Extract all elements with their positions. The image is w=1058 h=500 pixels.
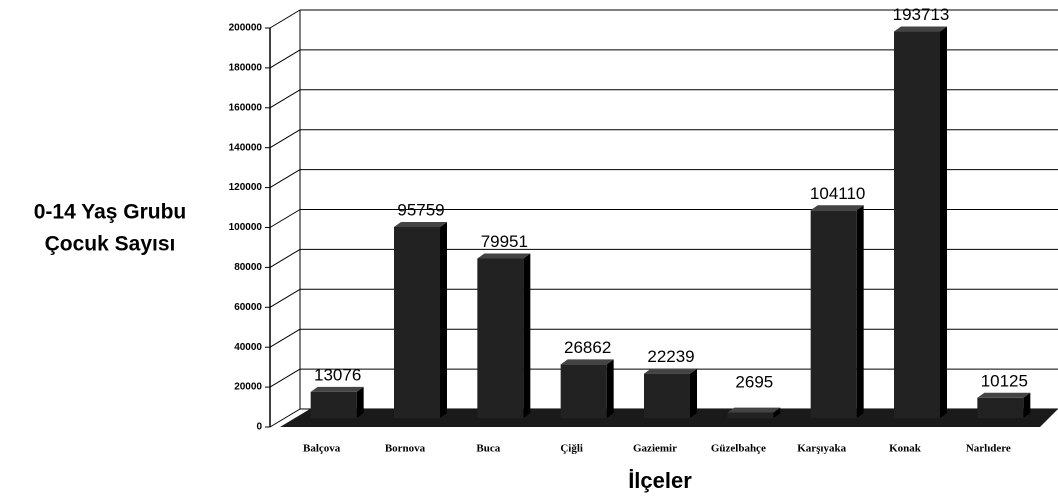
bar-top — [894, 26, 947, 32]
y-axis-label: Çocuk Sayısı — [45, 233, 176, 256]
data-label: 79951 — [481, 232, 528, 251]
grid-line — [269, 9, 301, 29]
bar-top — [644, 368, 697, 374]
y-tick-label: 160000 — [229, 102, 263, 113]
bar-side — [773, 407, 781, 418]
grid-line — [269, 368, 301, 388]
data-label: 10125 — [981, 371, 1028, 390]
bar — [394, 226, 440, 418]
x-tick-label: Gaziemir — [633, 443, 677, 455]
bar-side — [1023, 392, 1031, 418]
y-tick-label: 140000 — [229, 142, 263, 153]
data-label: 26862 — [564, 338, 611, 357]
y-tick-label: 180000 — [229, 63, 263, 74]
y-tick-label: 80000 — [234, 262, 262, 273]
grid-line — [269, 209, 301, 228]
y-axis-label: 0-14 Yaş Grubu — [34, 201, 187, 224]
x-tick-label: Konak — [889, 443, 922, 455]
bar — [977, 397, 1024, 418]
bar — [644, 373, 690, 418]
grid-line — [269, 328, 301, 348]
bar — [477, 258, 524, 418]
y-tick-label: 60000 — [234, 302, 262, 313]
bar-side — [440, 221, 447, 418]
grid-line — [269, 248, 301, 268]
bar-top — [727, 407, 781, 413]
bar — [310, 391, 357, 418]
bar-side — [690, 368, 697, 418]
grid-line — [269, 408, 301, 428]
data-label: 13076 — [314, 365, 361, 384]
x-tick-label: Bornova — [385, 443, 426, 455]
x-tick-label: Balçova — [303, 443, 341, 455]
bar-side — [606, 359, 614, 418]
bar — [727, 412, 774, 418]
data-label: 22239 — [647, 347, 694, 366]
bar — [894, 31, 940, 418]
grid-line — [269, 49, 301, 69]
data-label: 193713 — [893, 5, 950, 24]
y-tick-label: 40000 — [234, 342, 262, 353]
bar-side — [940, 26, 947, 418]
x-tick-label: Güzelbahçe — [711, 443, 766, 455]
data-label: 2695 — [735, 372, 773, 391]
bar-top — [977, 392, 1031, 398]
grid-line — [269, 89, 301, 109]
y-tick-label: 200000 — [229, 23, 263, 34]
bar-top — [310, 386, 364, 392]
x-tick-label: Çiğli — [560, 443, 583, 455]
x-axis-label: İlçeler — [628, 468, 692, 493]
data-label: 104110 — [810, 184, 865, 203]
grid-line — [269, 288, 301, 308]
y-tick-label: 20000 — [234, 382, 262, 393]
x-tick-label: Buca — [476, 443, 500, 455]
grid-line — [269, 129, 301, 149]
bar — [810, 210, 857, 418]
data-label: 95759 — [397, 200, 444, 219]
bar-top — [810, 205, 864, 211]
bar-side — [856, 205, 864, 418]
x-tick-label: Narlıdere — [966, 443, 1011, 455]
bar-side — [523, 253, 531, 418]
y-tick-label: 0 — [256, 422, 262, 433]
y-tick-label: 120000 — [229, 182, 263, 193]
y-tick-label: 100000 — [229, 222, 263, 233]
grid-line — [269, 169, 301, 189]
bar — [560, 364, 607, 418]
bar-side — [356, 386, 364, 418]
x-tick-label: Karşıyaka — [797, 443, 846, 455]
bar-top — [477, 253, 531, 259]
bar-top — [394, 221, 447, 227]
bar-top — [560, 359, 614, 365]
